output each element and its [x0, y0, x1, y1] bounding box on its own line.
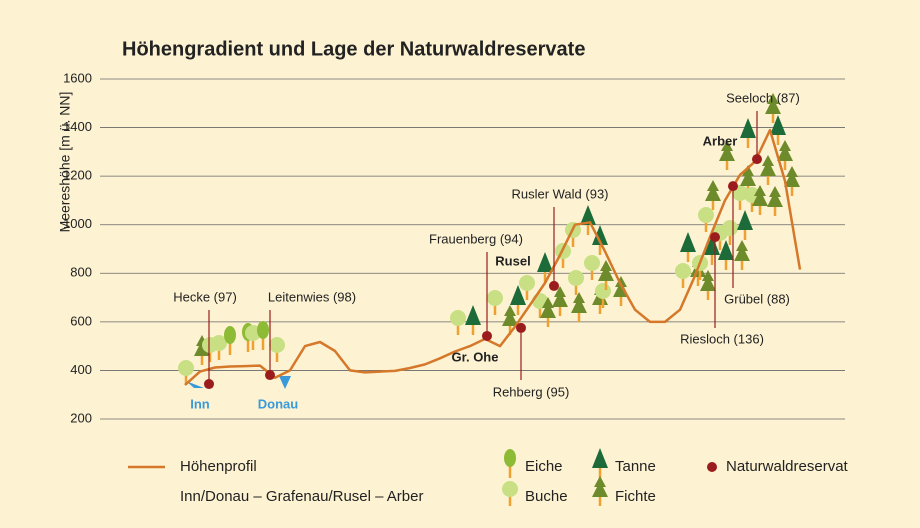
y-tick-label: 200: [70, 410, 92, 425]
reserve-dot: [482, 331, 492, 341]
reserve-label: Leitenwies (98): [268, 289, 356, 304]
tree-beech: [698, 207, 714, 223]
reserve-dot: [549, 281, 559, 291]
legend-dot: [707, 462, 717, 472]
reserve-label: Seeloch (87): [726, 90, 800, 105]
tree-oak: [224, 326, 236, 344]
legend-label: Naturwaldreservat: [726, 458, 849, 475]
place-label: Rusel: [495, 253, 530, 268]
tree-beech: [178, 360, 194, 376]
legend-route: Inn/Donau – Grafenau/Rusel – Arber: [180, 488, 424, 505]
reserve-label: Riesloch (136): [680, 331, 764, 346]
tree-beech: [595, 283, 611, 299]
place-label: Donau: [258, 396, 299, 411]
y-axis-label: Meereshöhe [m ü. NN]: [57, 92, 73, 233]
place-label: Arber: [703, 133, 738, 148]
y-tick-label: 1200: [63, 168, 92, 183]
legend-label: Buche: [525, 488, 568, 505]
place-label: Gr. Ohe: [452, 349, 499, 364]
reserve-label: Rehberg (95): [493, 384, 570, 399]
reserve-dot: [204, 379, 214, 389]
tree-oak: [504, 449, 516, 467]
reserve-dot: [265, 370, 275, 380]
tree-beech: [722, 220, 738, 236]
y-tick-label: 1000: [63, 216, 92, 231]
reserve-label: Grübel (88): [724, 291, 790, 306]
chart: Höhengradient und Lage der Naturwaldrese…: [0, 0, 920, 528]
legend-label: Eiche: [525, 458, 563, 475]
tree-beech: [519, 275, 535, 291]
tree-beech: [502, 481, 518, 497]
reserve-dot: [752, 154, 762, 164]
tree-beech: [568, 270, 584, 286]
y-tick-label: 600: [70, 313, 92, 328]
tree-beech: [450, 310, 466, 326]
y-tick-label: 400: [70, 362, 92, 377]
legend-label: Höhenprofil: [180, 458, 257, 475]
legend-label: Tanne: [615, 458, 656, 475]
chart-title: Höhengradient und Lage der Naturwaldrese…: [122, 38, 585, 60]
reserve-label: Rusler Wald (93): [511, 186, 608, 201]
reserve-dot: [516, 323, 526, 333]
reserve-label: Frauenberg (94): [429, 231, 523, 246]
y-tick-label: 800: [70, 265, 92, 280]
y-tick-label: 1400: [63, 119, 92, 134]
legend-label: Fichte: [615, 488, 656, 505]
reserve-dot: [710, 232, 720, 242]
y-tick-label: 1600: [63, 70, 92, 85]
place-label: Inn: [190, 396, 210, 411]
reserve-dot: [728, 181, 738, 191]
reserve-label: Hecke (97): [173, 289, 237, 304]
tree-beech: [584, 255, 600, 271]
tree-beech: [487, 290, 503, 306]
page: Höhengradient und Lage der Naturwaldrese…: [0, 0, 920, 528]
tree-beech: [269, 337, 285, 353]
tree-beech: [675, 263, 691, 279]
tree-oak: [257, 321, 269, 339]
